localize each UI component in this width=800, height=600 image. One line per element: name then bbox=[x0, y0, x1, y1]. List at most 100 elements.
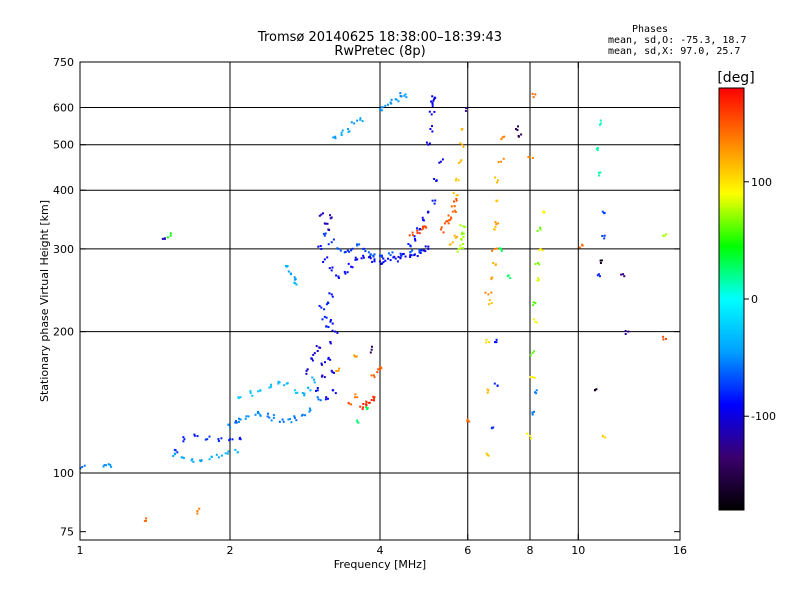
data-point bbox=[347, 128, 349, 130]
data-point bbox=[538, 249, 541, 251]
data-point bbox=[362, 406, 365, 409]
data-point bbox=[496, 247, 499, 250]
data-point bbox=[169, 232, 172, 235]
data-point bbox=[102, 465, 105, 468]
data-point bbox=[191, 458, 194, 461]
data-point bbox=[447, 214, 450, 217]
data-point bbox=[623, 275, 626, 278]
colorbar-ticks: 100 0 -100 bbox=[744, 176, 776, 423]
data-point bbox=[306, 368, 309, 371]
data-point bbox=[220, 454, 223, 457]
data-point bbox=[369, 257, 372, 260]
data-point bbox=[231, 438, 234, 441]
data-point bbox=[329, 358, 332, 361]
data-point bbox=[379, 108, 381, 111]
data-point bbox=[494, 263, 497, 266]
data-point bbox=[454, 179, 457, 182]
data-point bbox=[81, 466, 84, 468]
data-point bbox=[413, 237, 416, 240]
data-point bbox=[337, 277, 340, 279]
data-point bbox=[493, 247, 496, 250]
data-point bbox=[466, 420, 469, 423]
data-point bbox=[539, 226, 541, 229]
data-point bbox=[464, 109, 467, 112]
y-tick-label: 750 bbox=[53, 56, 74, 69]
data-point bbox=[527, 156, 530, 159]
colorbar-gradient bbox=[718, 87, 745, 511]
data-point bbox=[529, 354, 532, 357]
data-point bbox=[367, 251, 370, 254]
data-point bbox=[449, 218, 452, 221]
data-point bbox=[319, 399, 322, 402]
data-point bbox=[322, 212, 324, 215]
data-point bbox=[485, 452, 488, 455]
data-point bbox=[330, 369, 333, 372]
data-point bbox=[380, 109, 383, 112]
data-point bbox=[462, 145, 465, 148]
data-point bbox=[495, 338, 498, 341]
data-point bbox=[484, 291, 487, 294]
data-point bbox=[259, 389, 262, 392]
data-point bbox=[330, 269, 333, 272]
data-point bbox=[301, 392, 304, 394]
data-point bbox=[663, 234, 666, 237]
data-point bbox=[459, 160, 462, 163]
data-point bbox=[373, 258, 376, 261]
data-point bbox=[457, 162, 460, 164]
data-point bbox=[319, 245, 322, 247]
data-point bbox=[622, 273, 625, 276]
data-point bbox=[529, 156, 531, 159]
data-point bbox=[595, 388, 598, 391]
data-point bbox=[443, 222, 446, 225]
data-point bbox=[344, 272, 347, 275]
data-point bbox=[350, 403, 353, 406]
x-axis-label: Frequency [MHz] bbox=[334, 558, 426, 571]
data-point bbox=[257, 410, 259, 413]
chart-title: Tromsø 20140625 18:38:00–18:39:43 bbox=[257, 30, 502, 45]
data-point bbox=[226, 452, 229, 455]
data-point bbox=[325, 325, 328, 328]
data-point bbox=[356, 396, 359, 399]
data-point bbox=[368, 401, 371, 404]
data-point bbox=[394, 257, 397, 260]
data-point bbox=[596, 274, 599, 277]
data-point bbox=[328, 228, 331, 231]
data-point bbox=[362, 256, 365, 259]
data-point bbox=[293, 415, 296, 418]
data-point bbox=[413, 235, 416, 238]
data-point bbox=[277, 382, 280, 385]
data-point bbox=[303, 394, 306, 397]
data-point bbox=[363, 247, 366, 250]
data-point bbox=[251, 394, 254, 397]
data-point bbox=[426, 211, 429, 214]
data-point bbox=[500, 138, 503, 141]
data-point bbox=[347, 262, 350, 265]
data-point bbox=[603, 237, 606, 240]
data-point bbox=[249, 390, 252, 393]
data-point bbox=[390, 102, 393, 105]
data-point bbox=[410, 254, 413, 257]
data-point bbox=[418, 248, 421, 251]
data-point bbox=[460, 159, 463, 162]
data-point bbox=[596, 149, 599, 152]
data-point bbox=[430, 113, 433, 116]
data-point bbox=[465, 107, 468, 109]
data-point bbox=[272, 416, 275, 419]
data-point bbox=[196, 512, 199, 515]
data-point bbox=[627, 330, 630, 333]
data-point bbox=[427, 247, 430, 250]
data-point bbox=[210, 455, 213, 458]
data-point bbox=[599, 275, 601, 278]
data-point bbox=[461, 143, 464, 146]
data-point bbox=[542, 210, 545, 213]
data-point bbox=[364, 250, 367, 253]
data-point bbox=[316, 350, 319, 352]
data-point bbox=[520, 133, 523, 136]
data-point bbox=[389, 254, 392, 257]
data-point bbox=[408, 234, 411, 237]
data-point bbox=[440, 226, 443, 229]
data-point bbox=[295, 283, 298, 286]
data-point bbox=[227, 450, 230, 453]
data-point bbox=[353, 354, 356, 357]
data-point bbox=[456, 250, 459, 253]
